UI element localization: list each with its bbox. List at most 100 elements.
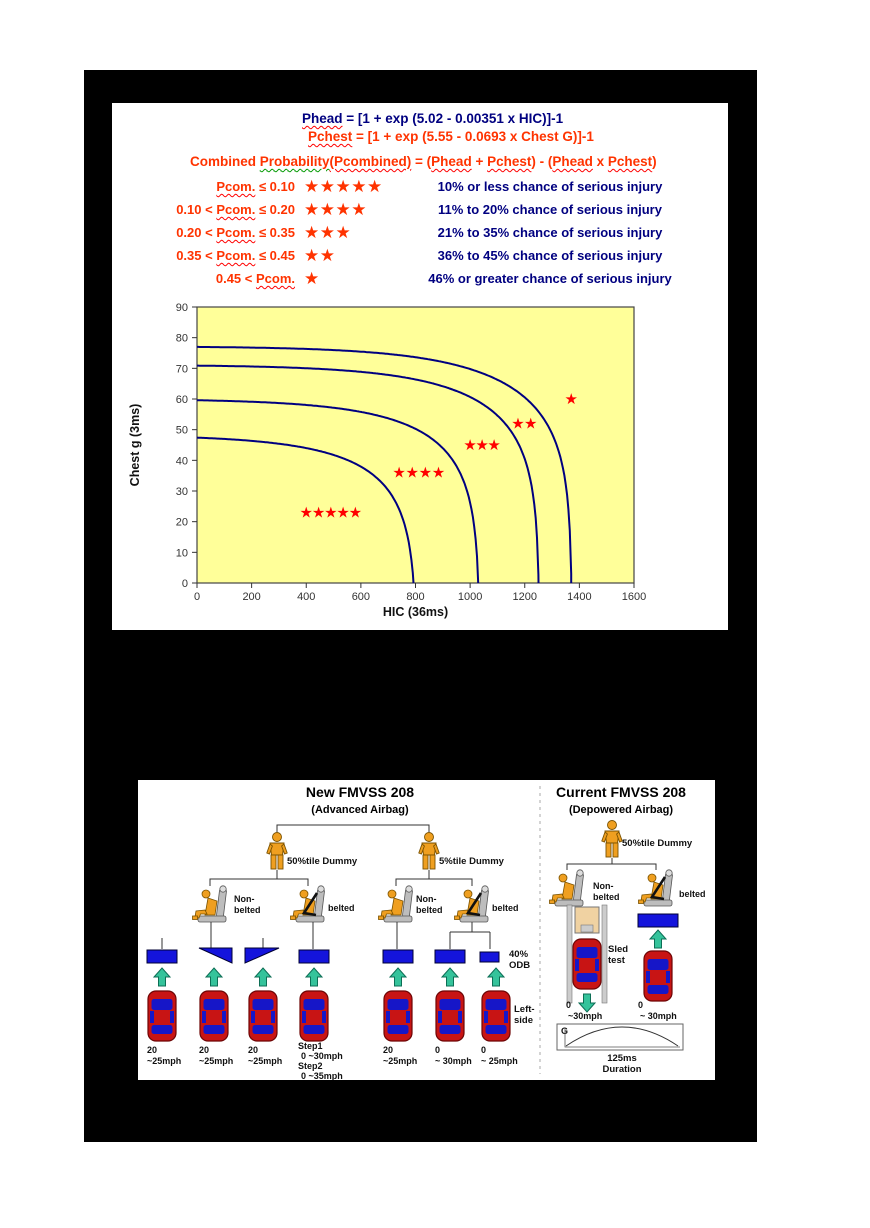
star-marker-2: ★ <box>524 415 537 433</box>
seat-belted-50-icon <box>290 885 326 923</box>
nonbelted-5-label: Non- <box>416 894 437 904</box>
nonbelted-50-label: Non- <box>234 894 255 904</box>
probability-contour-0.45 <box>197 345 573 583</box>
current-fmvss-title: Current FMVSS 208 <box>556 784 686 800</box>
formula-segment: ) - ( <box>531 154 553 169</box>
seat-nonbelted-icon <box>549 869 585 907</box>
impact-arrow-icon <box>153 967 171 987</box>
x-tick-label: 1400 <box>567 591 591 603</box>
speed-label: 0 <box>566 1000 571 1010</box>
x-tick-label: 600 <box>352 591 370 603</box>
speed-label: ~ 25mph <box>481 1056 518 1066</box>
impact-arrow-icon <box>441 967 459 987</box>
odb-label2: ODB <box>509 960 530 971</box>
x-tick-label: 0 <box>194 591 200 603</box>
formula-phead: Phead = [1 + exp (5.02 - 0.00351 x HIC)]… <box>302 111 563 126</box>
pcom-range: 0.35 < Pcom. ≤ 0.45 <box>130 248 295 263</box>
speed-label: ~ 30mph <box>435 1056 472 1066</box>
formula-segment: Phead <box>552 154 593 169</box>
y-tick-label: 0 <box>182 578 188 590</box>
pcom-segment: ≤ 0.10 <box>255 179 295 194</box>
sled-rail <box>601 904 608 1004</box>
test-car-icon <box>383 990 413 1042</box>
fmvss-diagram: New FMVSS 208 (Advanced Airbag) 50%tile … <box>146 784 706 1081</box>
g-pulse-curve <box>565 1026 679 1047</box>
speed-label: Step2 <box>298 1061 323 1071</box>
rating-row: 0.35 < Pcom. ≤ 0.45 ★★ 36% to 45% chance o… <box>112 248 728 270</box>
formula-segment: x <box>592 154 608 169</box>
speed-label: 20 <box>383 1045 393 1055</box>
y-tick-label: 50 <box>176 425 188 437</box>
star-marker-2: ★ <box>511 415 524 433</box>
speed-label: ~25mph <box>199 1056 233 1066</box>
x-tick-label: 400 <box>297 591 315 603</box>
star-marker-1: ★ <box>564 390 577 408</box>
rigid-barrier <box>146 949 178 964</box>
g-pulse-axes <box>564 1028 680 1048</box>
y-tick-label: 40 <box>176 455 188 467</box>
formula-segment: Probability <box>259 154 330 169</box>
impact-arrow-icon <box>389 967 407 987</box>
pulse-time-label: 125ms <box>607 1053 637 1064</box>
oblique-barrier-left <box>198 947 233 964</box>
belt-branch-lines <box>209 870 473 886</box>
slide: Phead = [1 + exp (5.02 - 0.00351 x HIC)]… <box>84 70 757 1142</box>
rigid-barrier <box>298 949 330 964</box>
g-axis-label: G <box>561 1026 568 1036</box>
speed-label: 0 <box>481 1045 486 1055</box>
rigid-barrier <box>382 949 414 964</box>
speed-label: ~30mph <box>568 1011 602 1021</box>
speed-label: 20 <box>199 1045 209 1055</box>
star-marker-5: ★ <box>312 503 325 521</box>
sled-car-icon <box>572 938 602 990</box>
speed-label: 0 ~30mph <box>301 1051 343 1061</box>
rating-row: 0.20 < Pcom. ≤ 0.35 ★★★ 21% to 35% chance … <box>112 225 728 247</box>
new-fmvss-subtitle: (Advanced Airbag) <box>311 804 409 816</box>
injury-chance-description: 36% to 45% chance of serious injury <box>437 248 663 263</box>
star-rating: ★★★★ <box>304 200 367 220</box>
pcom-segment: 0.45 < <box>215 271 256 286</box>
rating-row: Pcom. ≤ 0.10 ★★★★★ 10% or less chance of s… <box>112 179 728 201</box>
injury-chance-description: 11% to 20% chance of serious injury <box>438 202 662 217</box>
y-tick-label: 10 <box>176 547 188 559</box>
formula-segment: Phead <box>431 154 472 169</box>
speed-label: 0 <box>435 1045 440 1055</box>
star-marker-4: ★ <box>405 464 418 482</box>
dummy-5th-label: 5%tile Dummy <box>439 856 505 867</box>
pcom-range: Pcom. ≤ 0.10 <box>130 179 295 194</box>
x-tick-label: 1200 <box>513 591 537 603</box>
dummy-50th-label: 50%tile Dummy <box>622 838 693 849</box>
y-tick-label: 90 <box>176 302 188 314</box>
formula-segment: (Pcombined) <box>329 154 412 169</box>
dummy-50th-figure <box>601 820 623 858</box>
dummy-branch-line <box>276 824 430 832</box>
speed-label: ~25mph <box>383 1056 417 1066</box>
formula-pchest: Pchest = [1 + exp (5.55 - 0.0693 x Chest… <box>308 129 594 144</box>
star-marker-3: ★ <box>463 436 476 454</box>
y-tick-label: 60 <box>176 394 188 406</box>
speed-label: ~25mph <box>147 1056 181 1066</box>
speed-label: 20 <box>147 1045 157 1055</box>
star-rating: ★★★★★ <box>304 177 383 197</box>
seat-belted-icon <box>638 869 674 907</box>
formula-segment: = [1 + exp (5.55 - 0.0693 x Chest G)]-1 <box>352 129 594 144</box>
seat-belted-5-icon <box>454 885 490 923</box>
pcom-segment: Pcom. <box>216 179 256 194</box>
impact-arrow-icon <box>487 967 505 987</box>
sled-rail <box>566 904 573 1004</box>
belted-50-label: belted <box>328 903 355 913</box>
formula-segment: Pchest <box>487 154 532 169</box>
new-fmvss-title: New FMVSS 208 <box>306 784 414 800</box>
injury-chance-description: 46% or greater chance of serious injury <box>428 271 672 286</box>
pcom-segment: 0.20 < <box>176 225 217 240</box>
y-tick-label: 30 <box>176 486 188 498</box>
speed-label: ~ 30mph <box>640 1011 677 1021</box>
pcom-segment: Pcom. <box>216 202 256 217</box>
rigid-barrier <box>434 949 466 964</box>
oblique-barrier-right <box>244 947 280 964</box>
current-fmvss-subtitle: (Depowered Airbag) <box>569 804 673 816</box>
test-car-icon <box>199 990 229 1042</box>
pcom-segment: ≤ 0.20 <box>255 202 295 217</box>
star-marker-4: ★ <box>432 464 445 482</box>
